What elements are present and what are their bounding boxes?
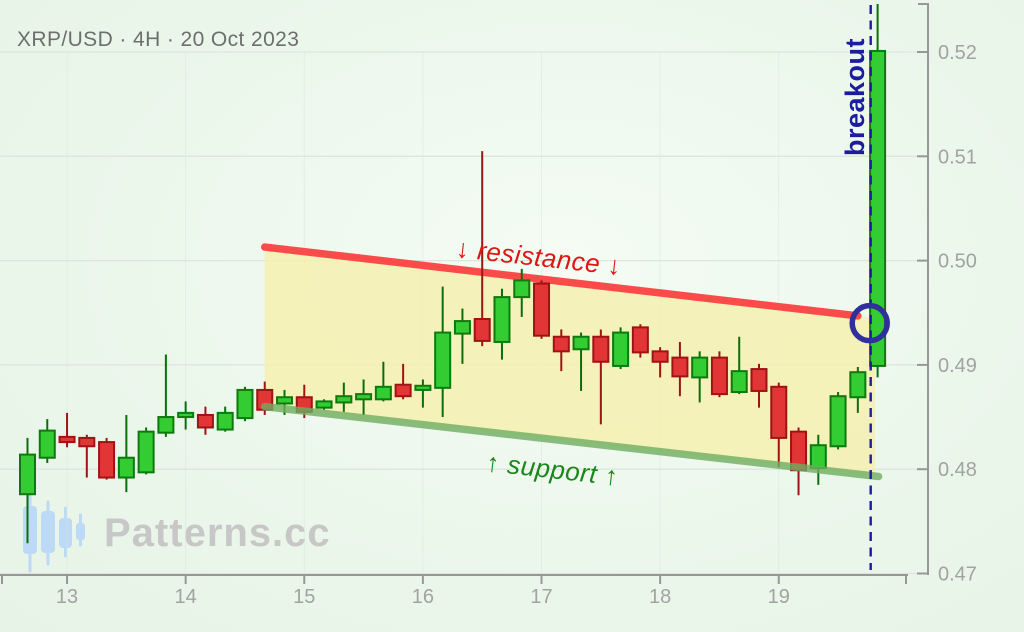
candle-down [552, 335, 570, 353]
y-axis-label: 0.49 [938, 355, 977, 377]
candle-down [78, 436, 96, 448]
channel-fill [264, 247, 875, 477]
breakout-circle-marker [849, 302, 890, 344]
candle-up [434, 331, 452, 389]
x-axis-label: 13 [56, 586, 78, 608]
candle-up [829, 395, 847, 448]
y-axis-label: 0.47 [938, 564, 977, 586]
candle-down [473, 318, 491, 342]
candle-down [770, 385, 788, 439]
x-axis-label: 14 [175, 586, 197, 608]
candle-up [19, 453, 36, 496]
candle-down [196, 413, 214, 429]
candle-up [691, 356, 709, 379]
candle-up [236, 388, 254, 420]
candle-up [315, 400, 333, 409]
candle-down [750, 368, 768, 392]
candle-down [98, 441, 116, 479]
support-trendline [260, 402, 883, 481]
candle-up [572, 335, 590, 351]
candle-down [671, 356, 689, 378]
candle-up [849, 371, 867, 399]
x-axis-label: 18 [649, 586, 671, 608]
candle-up [137, 430, 155, 474]
candle-up [869, 49, 887, 367]
candle-up [117, 456, 135, 479]
candle-down [651, 350, 669, 363]
x-axis-label: 17 [530, 586, 552, 608]
candle-up [513, 279, 531, 299]
candle-up [730, 370, 748, 394]
candle-down [394, 383, 412, 398]
y-axis-label: 0.48 [938, 459, 977, 481]
candle-up [216, 411, 234, 431]
candle-up [374, 385, 392, 401]
candle-up [493, 296, 511, 343]
watermark-text: Patterns.cc [104, 510, 331, 555]
breakout-label: breakout [840, 37, 870, 156]
x-axis-label: 16 [412, 586, 434, 608]
candle-down [58, 435, 76, 444]
candle-up [335, 395, 353, 404]
y-axis-label: 0.50 [938, 251, 977, 273]
resistance-trendline [260, 243, 862, 320]
candle-up [612, 331, 630, 367]
candle-down [533, 282, 551, 337]
candle-down [592, 335, 610, 363]
candle-up [157, 416, 175, 434]
y-axis-label: 0.52 [938, 42, 977, 64]
y-axis-label: 0.51 [938, 146, 977, 168]
candle-up [414, 384, 432, 391]
candle-up [355, 393, 373, 401]
candle-up [809, 444, 827, 470]
candle-up [276, 396, 294, 405]
candle-up [453, 320, 471, 335]
candle-up [38, 429, 56, 459]
x-axis-label: 15 [293, 586, 315, 608]
chart-title: XRP/USD · 4H · 20 Oct 2023 [17, 28, 300, 51]
candle-up [177, 411, 195, 419]
x-axis-label: 19 [768, 586, 790, 608]
candle-down [710, 356, 728, 396]
candle-down [631, 326, 649, 354]
